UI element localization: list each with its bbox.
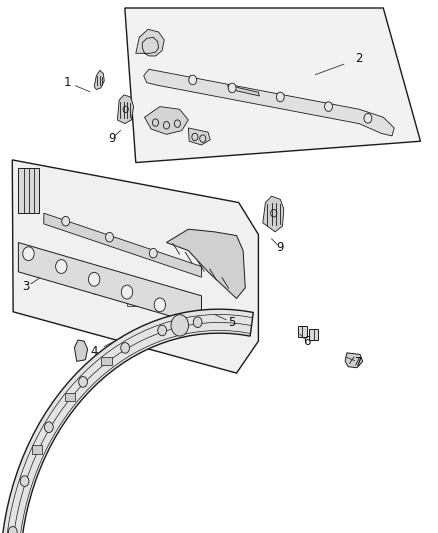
Text: 1: 1 (64, 76, 72, 89)
Text: 6: 6 (303, 335, 311, 348)
Bar (64, 393, 75, 401)
Polygon shape (136, 29, 164, 56)
Circle shape (325, 102, 332, 111)
Circle shape (121, 285, 133, 299)
Bar (94, 286, 110, 294)
Circle shape (62, 216, 70, 226)
Text: 7: 7 (355, 356, 363, 369)
Polygon shape (263, 196, 284, 232)
Bar (101, 357, 112, 365)
Polygon shape (44, 213, 201, 277)
Polygon shape (117, 95, 134, 124)
Text: 9: 9 (276, 241, 284, 254)
Bar (28, 261, 44, 268)
Bar (127, 299, 142, 306)
Circle shape (79, 377, 88, 387)
Circle shape (121, 343, 130, 353)
Polygon shape (12, 160, 258, 373)
Text: 3: 3 (23, 280, 30, 293)
Circle shape (154, 298, 166, 312)
Polygon shape (188, 128, 210, 145)
Circle shape (171, 314, 188, 336)
Circle shape (228, 83, 236, 93)
Polygon shape (145, 107, 188, 134)
Text: 2: 2 (355, 52, 363, 65)
Polygon shape (18, 168, 39, 213)
Circle shape (158, 325, 166, 336)
Polygon shape (166, 229, 245, 298)
Polygon shape (18, 243, 201, 325)
Circle shape (189, 75, 197, 85)
Polygon shape (345, 353, 363, 368)
Text: 9: 9 (108, 132, 116, 145)
Polygon shape (228, 85, 259, 96)
Polygon shape (94, 70, 104, 90)
Polygon shape (74, 340, 88, 361)
Text: 4: 4 (90, 345, 98, 358)
Polygon shape (0, 309, 253, 533)
Circle shape (106, 232, 113, 242)
Circle shape (23, 247, 34, 261)
Bar (32, 445, 42, 454)
Circle shape (8, 527, 17, 533)
Circle shape (149, 248, 157, 258)
Circle shape (364, 114, 372, 123)
Circle shape (193, 317, 202, 327)
Text: 5: 5 (229, 316, 236, 329)
Circle shape (276, 92, 284, 102)
Circle shape (20, 476, 29, 487)
Polygon shape (298, 326, 307, 337)
Polygon shape (309, 329, 318, 340)
Circle shape (88, 272, 100, 286)
Polygon shape (125, 8, 420, 163)
Bar (61, 273, 77, 281)
Circle shape (56, 260, 67, 273)
Polygon shape (144, 69, 394, 136)
Circle shape (45, 422, 53, 432)
